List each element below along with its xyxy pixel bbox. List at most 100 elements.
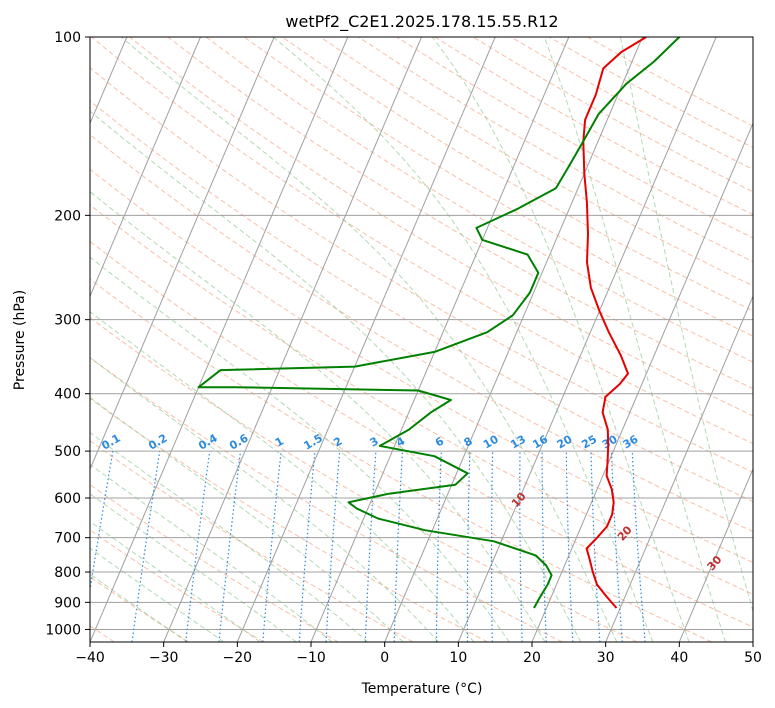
x-tick-label: −10 <box>296 650 326 666</box>
dry-adiabat <box>90 440 414 642</box>
dry-adiabat <box>90 134 753 533</box>
dry-adiabat <box>90 278 712 642</box>
dry-adiabat <box>243 37 753 337</box>
y-tick-label: 600 <box>54 491 81 507</box>
dry-adiabat <box>358 37 753 263</box>
isotherm <box>752 640 753 642</box>
mixing-ratio-label: 6 <box>433 434 446 449</box>
x-axis-label: Temperature (°C) <box>361 681 483 697</box>
y-tick-label: 800 <box>54 565 81 581</box>
isotherm <box>163 37 422 642</box>
dry-adiabat <box>90 240 753 628</box>
isotherm <box>531 122 753 642</box>
plot-frame <box>89 36 754 643</box>
x-tick-label: 30 <box>597 650 615 666</box>
axes: −40 −30 −20 −10 0 10 20 30 40 5010020030040050060… <box>45 30 762 666</box>
mixing-ratio-line <box>490 451 494 642</box>
y-tick-label: 100 <box>54 30 81 46</box>
mixing-ratio-line <box>262 451 282 642</box>
isotherm <box>90 37 275 471</box>
dry-adiabat <box>90 356 563 642</box>
y-tick-label: 300 <box>54 313 81 329</box>
mixing-ratio-label: 0.6 <box>227 431 251 452</box>
moist-adiabat <box>90 110 582 642</box>
moist-adiabat <box>90 357 439 642</box>
x-tick-label: 0 <box>380 650 389 666</box>
moist-adiabat <box>90 431 369 642</box>
isotherm <box>678 467 753 642</box>
mixing-ratio-line <box>610 451 623 642</box>
moist-adiabat <box>543 37 727 642</box>
dry-adiabat <box>90 576 190 642</box>
moist-adiabat <box>120 37 618 642</box>
moist-adiabat <box>90 310 475 642</box>
adiabat-labels: 0.10.20.40.611.52346810131620253036-100-… <box>47 407 725 573</box>
mixing-ratio-line <box>298 451 316 642</box>
dry-adiabat-label: 0 <box>47 407 62 422</box>
y-tick-label: 1000 <box>45 622 81 638</box>
mixing-ratio-line <box>185 451 211 642</box>
moist-adiabat-label: 20 <box>615 523 635 543</box>
moist-adiabat <box>431 37 690 642</box>
chart-title: wetPf2_C2E1.2025.178.15.55.R12 <box>285 12 558 32</box>
x-tick-label: 40 <box>670 650 688 666</box>
moist-adiabat <box>90 573 188 642</box>
mixing-ratio-line <box>590 451 601 642</box>
dry-adiabat <box>167 37 753 390</box>
mixing-ratio-line <box>218 451 242 642</box>
moist-adiabat-label: 30 <box>705 553 725 573</box>
mixing-ratio-line <box>90 450 114 594</box>
mixing-ratio-label: 3 <box>368 435 381 450</box>
dry-adiabat <box>282 37 753 312</box>
mixing-ratio-label: 0.2 <box>146 432 169 453</box>
isotherm <box>605 295 753 642</box>
dry-adiabat <box>587 37 753 127</box>
y-tick-label: 200 <box>54 208 81 224</box>
mixing-ratio-line <box>435 451 442 642</box>
profile-lines <box>197 37 680 609</box>
moist-adiabat <box>272 37 654 642</box>
isotherm <box>236 37 496 642</box>
y-tick-label: 500 <box>54 444 81 460</box>
dry-adiabat <box>90 397 488 642</box>
x-tick-label: −40 <box>75 650 105 666</box>
temperature-line <box>582 37 647 609</box>
mixing-ratio-label: 36 <box>621 432 641 451</box>
dry-adiabat <box>90 204 753 595</box>
x-tick-label: 10 <box>449 650 467 666</box>
x-tick-label: −20 <box>223 650 253 666</box>
moist-adiabat <box>619 37 753 613</box>
isotherm <box>90 37 201 298</box>
mixing-ratio-line <box>364 451 377 642</box>
isotherm <box>310 37 570 642</box>
moist-adiabat <box>90 547 225 642</box>
isotherm <box>384 37 643 642</box>
y-tick-label: 700 <box>54 531 81 547</box>
dry-adiabat <box>90 529 264 642</box>
dry-adiabat <box>91 37 753 445</box>
dry-adiabat <box>510 37 753 171</box>
dry-adiabat <box>90 484 339 642</box>
mixing-ratio-label: 2 <box>331 435 344 450</box>
mixing-ratio-line <box>565 451 574 642</box>
mixing-ratio-label: 13 <box>508 433 528 452</box>
moist-adiabat <box>90 256 510 642</box>
moist-adiabat <box>90 191 546 642</box>
dry-adiabat <box>90 317 638 642</box>
dry-adiabat <box>90 168 753 564</box>
mixing-ratio-label: 1 <box>273 435 286 450</box>
x-tick-label: 20 <box>523 650 541 666</box>
x-tick-label: −30 <box>149 650 179 666</box>
isotherm <box>457 37 717 642</box>
mixing-ratio-line <box>466 451 471 642</box>
y-tick-label: 900 <box>54 595 81 611</box>
dry-adiabat <box>90 67 753 473</box>
dry-adiabat <box>205 37 753 363</box>
dry-adiabat <box>90 100 753 503</box>
mixing-ratio-label: 16 <box>530 432 550 451</box>
background-grid <box>90 37 753 642</box>
moist-adiabat-label: 10 <box>509 490 529 510</box>
x-tick-label: 50 <box>744 650 762 666</box>
mixing-ratio-label: 25 <box>579 433 599 452</box>
